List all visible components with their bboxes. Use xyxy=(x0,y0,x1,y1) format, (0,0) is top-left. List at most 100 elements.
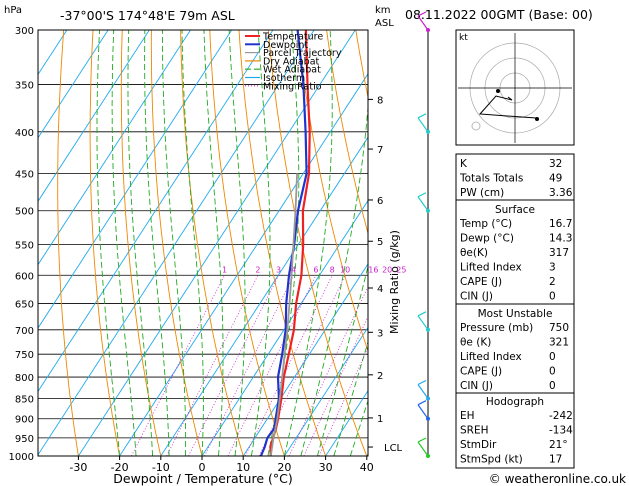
table-row-value: 32 xyxy=(549,158,562,170)
hodograph: kt xyxy=(455,29,575,146)
pressure-tick-label: 500 xyxy=(15,207,34,218)
table-row-label: SREH xyxy=(460,425,489,437)
isotherm-line xyxy=(38,30,274,393)
km-tick-label: 4 xyxy=(377,284,383,295)
legend-label: Temperature xyxy=(262,32,323,43)
mixing-ratio-tick-label: 8 xyxy=(330,265,335,274)
wind-barb xyxy=(417,315,429,331)
wind-barb-dot xyxy=(426,416,430,421)
km-tick-label: 3 xyxy=(377,328,383,339)
mixing-ratio-tick-label: 20 xyxy=(382,265,392,274)
wet-adiabat-line xyxy=(333,340,368,456)
legend-label: Dewpoint xyxy=(263,40,308,51)
km-tick-label: 2 xyxy=(377,371,383,382)
dry-adiabat-line xyxy=(180,30,244,456)
mixing-ratio-tick-label: 10 xyxy=(340,265,350,274)
mixing-ratio-line xyxy=(131,275,225,456)
table-row-label: StmDir xyxy=(460,439,497,451)
pressure-tick-label: 950 xyxy=(15,434,34,445)
table-row-value: 0 xyxy=(549,380,556,392)
table-title: Hodograph xyxy=(486,396,544,408)
wind-barb-flag xyxy=(417,379,427,386)
wind-barb xyxy=(417,15,429,31)
dry-adiabat-line xyxy=(238,30,327,456)
legend-label: Isotherm xyxy=(263,73,305,84)
table-row-value: 0 xyxy=(549,351,556,363)
table-row-label: CAPE (J) xyxy=(460,276,502,288)
background-lines xyxy=(38,30,629,456)
table-box xyxy=(455,303,575,394)
mixing-ratio-tick-label: 16 xyxy=(368,265,378,274)
isotherm-line xyxy=(201,199,368,456)
legend-label: Dry Adiabat xyxy=(263,56,320,67)
mixing-ratio-line xyxy=(166,275,259,456)
pressure-tick-label: 750 xyxy=(15,350,34,361)
temp-tick-label: 10 xyxy=(236,461,250,474)
temp-tick-label: -10 xyxy=(152,461,170,474)
wet-adiabat-line xyxy=(181,30,204,456)
isotherm-line xyxy=(38,30,315,456)
wet-adiabat-line xyxy=(127,30,154,456)
pressure-tick-label: 350 xyxy=(15,81,34,92)
legend-label: Parcel Trajectory xyxy=(263,48,342,59)
table-row-label: θe (K) xyxy=(460,337,491,349)
table-row-value: 17 xyxy=(549,454,562,466)
table-row-value: -134 xyxy=(549,425,573,437)
wet-adiabat-line xyxy=(250,30,271,456)
pressure-tick-label: 800 xyxy=(15,373,34,384)
wind-barb xyxy=(417,196,429,212)
mixing-ratio-tick-label: 2 xyxy=(255,265,260,274)
mixing-ratio-tick-label: 1 xyxy=(222,265,227,274)
km-tick-label: 6 xyxy=(377,196,383,207)
copyright: © weatheronline.co.uk xyxy=(489,472,626,486)
temp-tick-label: -30 xyxy=(69,461,87,474)
pressure-tick-label: 1000 xyxy=(9,452,34,463)
table-row-value: 317 xyxy=(549,247,569,259)
wind-barb-dot xyxy=(426,208,430,213)
table-row-label: Totals Totals xyxy=(459,173,523,185)
isotherm-line xyxy=(38,30,150,203)
profile-lines xyxy=(259,30,311,456)
legend-label: Wet Adiabat xyxy=(263,65,321,76)
table-row-value: 0 xyxy=(549,291,556,303)
dewpoint-line xyxy=(259,30,308,456)
isotherm-line xyxy=(160,136,368,456)
wind-barb-dot xyxy=(426,327,430,332)
km-tick-label: 1 xyxy=(377,414,383,425)
pressure-tick-label: 400 xyxy=(15,128,34,139)
dry-adiabat-line xyxy=(296,30,368,353)
isotherm-line xyxy=(284,326,368,456)
temp-tick-label: -20 xyxy=(111,461,129,474)
table-title: Surface xyxy=(495,204,535,216)
table-box xyxy=(455,392,575,469)
wet-adiabat-line xyxy=(300,101,368,456)
mixing-ratio-line xyxy=(227,275,317,456)
isotherm-line xyxy=(242,263,368,456)
pressure-tick-label: 850 xyxy=(15,394,34,405)
wind-barb xyxy=(417,117,429,133)
wind-barbs xyxy=(417,11,430,458)
dry-adiabat-line xyxy=(590,30,629,456)
mixing-ratio-line xyxy=(288,285,368,456)
km-tick-label: LCL xyxy=(384,443,403,454)
wind-barb-dot xyxy=(426,28,430,32)
table-row-label: Lifted Index xyxy=(460,351,522,363)
wet-adiabat-line xyxy=(203,30,224,456)
wind-barb-flag xyxy=(417,437,427,443)
table-title: Most Unstable xyxy=(478,308,553,320)
table-box xyxy=(455,153,575,201)
wind-barb-dot xyxy=(426,129,430,134)
hodograph-trace xyxy=(478,95,537,119)
isotherm-line xyxy=(38,30,191,266)
wet-adiabat-line xyxy=(316,264,368,456)
pressure-tick-label: 650 xyxy=(15,300,34,311)
wet-adiabat-line xyxy=(349,399,368,456)
wind-barb-flag xyxy=(417,113,427,119)
hodograph-storm-marker xyxy=(471,121,481,131)
pressure-tick-label: 450 xyxy=(15,169,34,180)
wind-barb-flag xyxy=(417,192,427,198)
table-row-label: CAPE (J) xyxy=(460,366,502,378)
wet-adiabat-line xyxy=(162,30,187,456)
